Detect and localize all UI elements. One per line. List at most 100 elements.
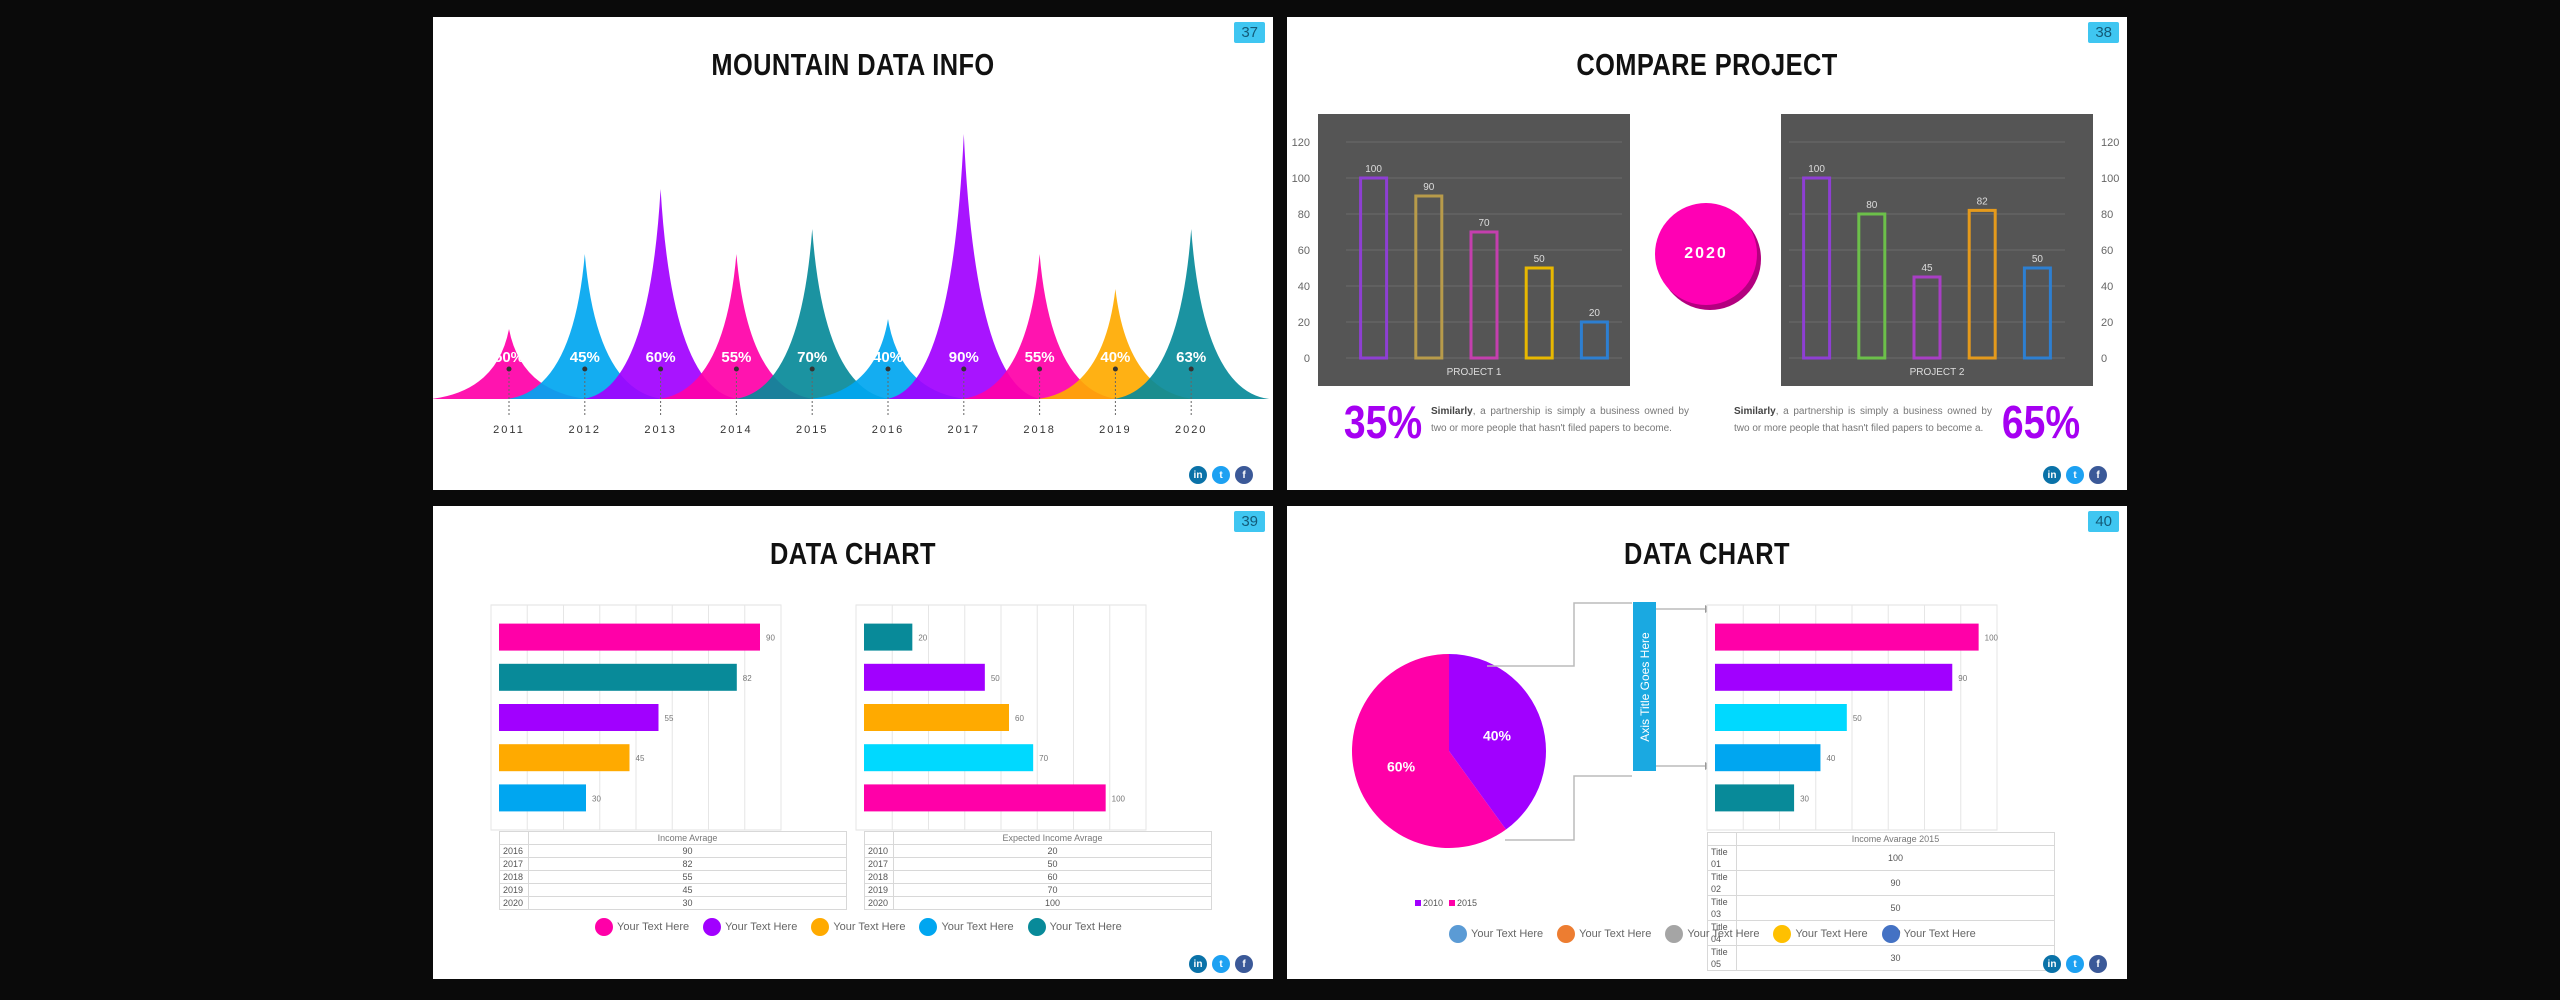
mountain-peak bbox=[582, 189, 739, 399]
slide-37: 37 MOUNTAIN DATA INFO 50% 2011 45% 2012 60% 2… bbox=[433, 17, 1273, 490]
bar bbox=[1579, 320, 1609, 360]
year-label: 2013 bbox=[644, 424, 676, 436]
bar-value-label: 55 bbox=[665, 714, 674, 723]
pie-bar-chart: 60% 40% 100 90 50 40 30 bbox=[1352, 602, 1999, 848]
table-cell-label: Title 05 bbox=[1707, 945, 1737, 971]
year-label: 2020 bbox=[1175, 424, 1207, 436]
table-cell-value: 30 bbox=[528, 896, 847, 910]
pie-legend-item: 2010 bbox=[1415, 898, 1443, 908]
percent-left: 35% bbox=[1343, 396, 1423, 448]
income-table-2015: Income Avarage 2015 Title 01 100 Title 02 90… bbox=[1707, 832, 2055, 971]
table-header: Income Avarage 2015 bbox=[1736, 832, 2055, 846]
table-cell-value: 50 bbox=[893, 857, 1212, 871]
leader-dot bbox=[658, 366, 664, 372]
bar bbox=[499, 663, 737, 691]
pie-slice-label: 40% bbox=[1483, 727, 1512, 743]
slide-39: 39 DATA CHART 90 82 55 45 30 20 50 60 70 100 Inco… bbox=[433, 506, 1273, 979]
leader-dot bbox=[733, 366, 739, 372]
bar-value-label: 100 bbox=[1985, 634, 1999, 643]
description-text: , a partnership is simply a business own… bbox=[1734, 406, 1992, 434]
legend-label: Your Text Here bbox=[1903, 928, 1976, 940]
bar bbox=[2022, 266, 2052, 360]
twitter-icon[interactable]: t bbox=[1212, 466, 1230, 484]
linkedin-icon[interactable]: in bbox=[1189, 466, 1207, 484]
x-axis-label: PROJECT 1 bbox=[1447, 367, 1502, 378]
description-left: Similarly, a partnership is simply a bus… bbox=[1431, 403, 1689, 437]
slide-title: COMPARE PROJECT bbox=[1576, 47, 1838, 82]
twitter-icon[interactable]: t bbox=[2066, 955, 2084, 973]
legend-item: Your Text Here bbox=[1881, 925, 1976, 943]
table-cell bbox=[1707, 832, 1737, 846]
legend-label: Your Text Here bbox=[1687, 928, 1760, 940]
social-icons: in t f bbox=[1189, 955, 1253, 973]
bar bbox=[499, 744, 630, 772]
bar bbox=[1469, 230, 1499, 360]
pie-slice-label: 60% bbox=[1387, 759, 1416, 775]
y-tick-label: 20 bbox=[1298, 317, 1310, 329]
legend-item: Your Text Here bbox=[1449, 925, 1543, 943]
bar-value-label: 40 bbox=[1826, 754, 1835, 763]
legend-label: 2010 bbox=[1423, 898, 1444, 908]
table-row: 2018 60 bbox=[864, 870, 1212, 884]
linkedin-icon[interactable]: in bbox=[2043, 955, 2061, 973]
table-header: Expected Income Avrage bbox=[893, 831, 1212, 845]
table-cell-label: 2017 bbox=[864, 857, 894, 871]
leader-dot bbox=[961, 366, 967, 372]
table-cell-value: 90 bbox=[528, 844, 847, 858]
leader-dot bbox=[809, 366, 815, 372]
year-label: 2014 bbox=[720, 424, 752, 436]
bar bbox=[1715, 663, 1953, 691]
bar-value-label: 50 bbox=[2032, 254, 2044, 265]
axis-title: Axis Title Goes Here bbox=[1637, 631, 1652, 742]
slide-40: 40 DATA CHART 60% 40% 100 90 50 40 30 Axis Tit… bbox=[1287, 506, 2127, 979]
bar bbox=[1967, 208, 1997, 360]
peak-percent-label: 45% bbox=[570, 349, 600, 366]
legend: Your Text Here Your Text Here Your Text He… bbox=[595, 918, 1136, 936]
twitter-icon[interactable]: t bbox=[2066, 466, 2084, 484]
table-header: Income Avrage bbox=[528, 831, 847, 845]
legend-item: Your Text Here bbox=[1027, 918, 1122, 936]
connector-line bbox=[1487, 602, 1632, 667]
legend-dot bbox=[1665, 925, 1684, 943]
bar bbox=[864, 663, 985, 691]
peak-percent-label: 55% bbox=[1025, 349, 1055, 366]
linkedin-icon[interactable]: in bbox=[1189, 955, 1207, 973]
table-cell-value: 55 bbox=[528, 870, 847, 884]
mountain-peak bbox=[961, 254, 1118, 399]
table-cell-label: 2020 bbox=[499, 896, 529, 910]
bar bbox=[1715, 704, 1847, 731]
bar bbox=[1715, 784, 1795, 812]
year-label: 2019 bbox=[1099, 424, 1131, 436]
legend-dot bbox=[1557, 925, 1576, 943]
bar bbox=[1857, 212, 1887, 360]
slide-38: 38 COMPARE PROJECT 0 20 40 60 80 100 120 100 90 7… bbox=[1287, 17, 2127, 490]
legend-dot bbox=[595, 918, 613, 936]
y-tick-label: 0 bbox=[2101, 353, 2107, 365]
table-row: 2017 50 bbox=[864, 857, 1212, 871]
peak-percent-label: 50% bbox=[494, 349, 524, 366]
facebook-icon[interactable]: f bbox=[2089, 955, 2107, 973]
legend-item: Your Text Here bbox=[1773, 925, 1868, 943]
twitter-icon[interactable]: t bbox=[1212, 955, 1230, 973]
bar-value-label: 50 bbox=[1853, 714, 1862, 723]
y-tick-label: 120 bbox=[2101, 137, 2119, 149]
table-cell-value: 30 bbox=[1736, 945, 2055, 971]
bar bbox=[1802, 176, 1832, 360]
leader-dot bbox=[1037, 366, 1043, 372]
connector-line bbox=[1505, 775, 1632, 841]
legend-dot bbox=[811, 918, 830, 936]
bar-value-label: 70 bbox=[1039, 754, 1048, 763]
facebook-icon[interactable]: f bbox=[2089, 466, 2107, 484]
table-cell-label: 2019 bbox=[864, 883, 894, 897]
table-header-row: Expected Income Avrage bbox=[864, 831, 1212, 845]
legend-item: Your Text Here bbox=[1557, 925, 1651, 943]
linkedin-icon[interactable]: in bbox=[2043, 466, 2061, 484]
bar-value-label: 90 bbox=[1958, 674, 1967, 683]
table-cell-value: 100 bbox=[1736, 845, 2055, 871]
facebook-icon[interactable]: f bbox=[1235, 955, 1253, 973]
table-row: 2017 82 bbox=[499, 857, 847, 871]
facebook-icon[interactable]: f bbox=[1235, 466, 1253, 484]
peak-percent-label: 60% bbox=[646, 349, 676, 366]
x-axis-label: PROJECT 2 bbox=[1910, 367, 1965, 378]
legend-label: Your Text Here bbox=[1579, 928, 1652, 940]
